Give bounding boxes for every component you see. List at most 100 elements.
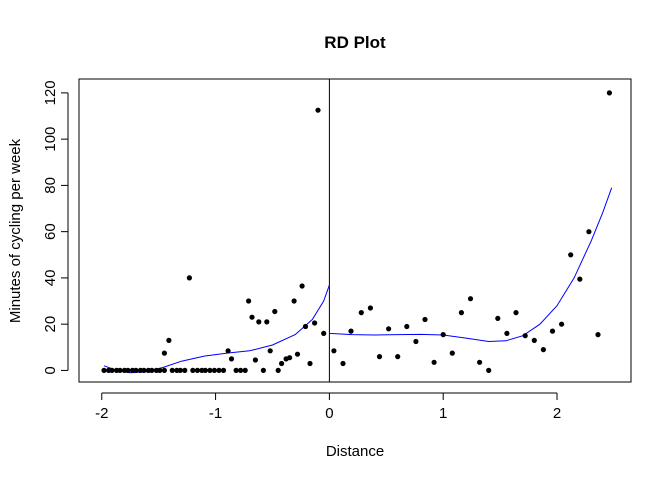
data-point <box>577 276 583 282</box>
data-point <box>340 360 346 367</box>
data-point <box>312 320 318 326</box>
data-point <box>272 308 278 315</box>
data-point <box>477 359 483 365</box>
data-point <box>568 252 574 258</box>
data-point <box>225 348 231 354</box>
data-point <box>315 107 321 113</box>
plot-frame <box>78 78 632 383</box>
data-point <box>125 367 131 373</box>
y-tick-label: 80 <box>42 177 59 194</box>
data-point <box>252 357 258 363</box>
data-point <box>367 305 373 311</box>
x-tick-label: -1 <box>209 405 222 422</box>
data-points <box>101 90 613 373</box>
data-point <box>133 367 139 373</box>
data-point <box>246 298 252 304</box>
data-point <box>117 367 123 373</box>
data-point <box>256 319 262 325</box>
y-tick-label: 60 <box>42 223 59 240</box>
data-point <box>141 367 147 373</box>
y-tick-label: 120 <box>42 80 59 105</box>
data-point <box>458 310 464 316</box>
data-point <box>358 310 364 316</box>
data-point <box>260 367 266 373</box>
data-point <box>202 367 208 373</box>
data-point <box>586 229 592 235</box>
data-point <box>513 310 519 316</box>
data-point <box>186 275 192 281</box>
fit-line-left <box>103 284 330 374</box>
x-axis-label: Distance <box>326 443 384 460</box>
data-point <box>422 316 428 323</box>
data-point <box>275 367 281 373</box>
data-point <box>161 367 167 373</box>
data-point <box>540 347 547 353</box>
data-point <box>440 332 446 338</box>
fit-lines <box>103 187 613 374</box>
data-point <box>291 298 297 304</box>
data-point <box>207 367 213 373</box>
y-axis: 0 20 40 60 80 100 120 <box>42 80 69 375</box>
data-point <box>101 367 107 373</box>
data-point <box>449 350 455 356</box>
data-point <box>109 367 115 373</box>
data-point <box>348 328 354 334</box>
data-point <box>194 367 200 373</box>
data-point <box>431 359 437 365</box>
data-point <box>238 367 244 373</box>
data-point <box>386 326 392 332</box>
x-tick-label: -2 <box>95 405 108 422</box>
data-point <box>331 348 337 354</box>
data-point <box>169 367 175 373</box>
data-point <box>228 356 235 362</box>
data-point <box>413 338 419 345</box>
data-point <box>161 350 167 356</box>
data-point <box>294 351 301 357</box>
data-point <box>182 367 188 373</box>
data-point <box>216 367 222 373</box>
data-point <box>606 90 613 96</box>
data-point <box>559 321 565 327</box>
data-point <box>531 337 537 343</box>
data-point <box>307 360 313 367</box>
data-point <box>404 323 410 330</box>
data-point <box>486 367 492 373</box>
data-point <box>467 296 474 302</box>
data-point <box>157 367 163 373</box>
data-point <box>166 337 172 343</box>
data-point <box>495 315 501 321</box>
data-point <box>242 367 248 373</box>
x-axis: -2 -1 0 1 2 <box>95 392 561 422</box>
y-tick-label: 0 <box>42 366 59 374</box>
data-point <box>549 328 556 334</box>
y-tick-label: 20 <box>42 316 59 333</box>
data-point <box>264 319 270 325</box>
data-point <box>190 367 196 373</box>
data-point <box>522 333 528 339</box>
y-tick-label: 40 <box>42 270 59 287</box>
y-tick-label: 100 <box>42 127 59 152</box>
data-point <box>177 367 183 373</box>
data-point <box>376 354 383 360</box>
x-tick-label: 1 <box>439 405 447 422</box>
data-point <box>287 355 293 361</box>
fit-line-right <box>329 187 613 343</box>
data-point <box>249 314 255 320</box>
data-point <box>395 354 401 360</box>
data-point <box>595 332 601 338</box>
data-point <box>279 360 285 367</box>
data-point <box>211 367 217 373</box>
y-axis-label: Minutes of cycling per week <box>7 138 24 323</box>
data-point <box>267 348 273 354</box>
chart-title: RD Plot <box>324 33 386 52</box>
data-point <box>299 283 305 289</box>
data-point <box>220 367 227 373</box>
data-point <box>321 330 327 336</box>
x-tick-label: 0 <box>325 405 333 422</box>
x-tick-label: 2 <box>553 405 561 422</box>
data-point <box>302 323 309 330</box>
data-point <box>504 330 510 336</box>
data-point <box>233 367 239 373</box>
data-point <box>149 367 155 373</box>
